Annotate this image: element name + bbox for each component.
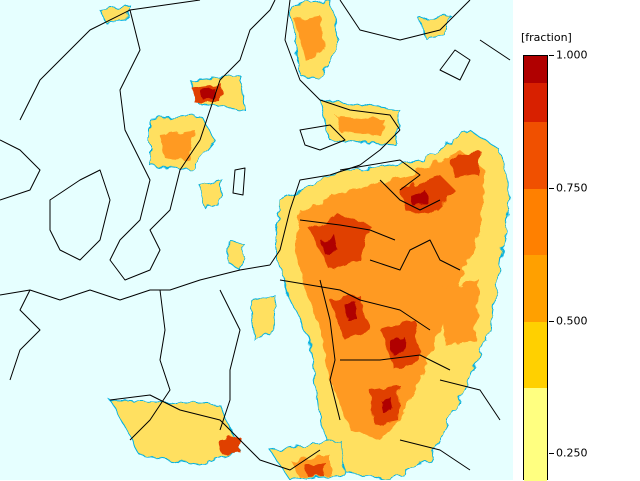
colorbar-tick — [549, 55, 554, 56]
colorbar-band — [524, 122, 547, 189]
colorbar-tick-label: 0.500 — [556, 314, 588, 328]
colorbar-band — [524, 188, 547, 256]
colorbar — [523, 55, 548, 481]
fraction-map — [0, 0, 513, 480]
colorbar-tick — [549, 453, 554, 455]
coastlines-and-borders — [0, 0, 511, 471]
colorbar-tick — [549, 187, 554, 189]
colorbar-tick — [549, 320, 554, 322]
colorbar-band — [524, 255, 547, 322]
colorbar-tick-label: 0.250 — [556, 446, 588, 460]
colorbar-band — [524, 56, 547, 83]
colorbar-band — [524, 454, 547, 481]
colorbar-band — [524, 321, 547, 389]
colorbar-band — [524, 82, 547, 123]
colorbar-tick-label: 0.750 — [556, 181, 588, 195]
fraction-field — [99, 0, 511, 480]
colorbar-band — [524, 388, 547, 455]
colorbar-tick-label: 1.000 — [556, 48, 588, 62]
legend-title: [fraction] — [521, 31, 572, 44]
